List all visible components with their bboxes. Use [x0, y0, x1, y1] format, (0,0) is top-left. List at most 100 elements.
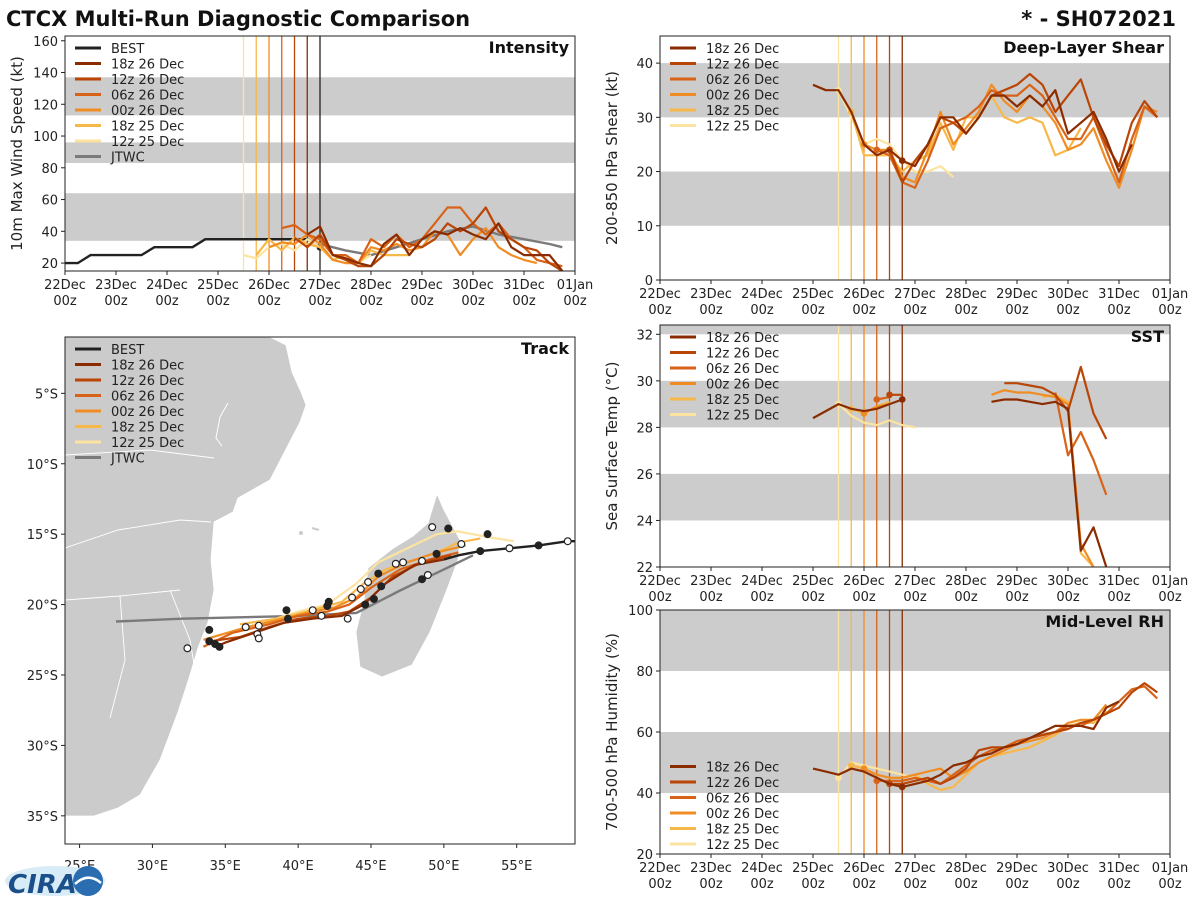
sst-xtick-day: 26Dec [843, 574, 885, 589]
cira-logo-text: CIRA [8, 870, 77, 900]
track-filled-dot [432, 549, 441, 558]
track-filled-dot [369, 594, 378, 603]
rh-legend-label: 18z 26 Dec [706, 761, 779, 776]
intensity-xtick-day: 01Jan [557, 278, 594, 293]
track-open-dot [391, 559, 400, 568]
sst-ytick-label: 32 [636, 328, 653, 343]
track-open-dot [254, 634, 263, 643]
sst-xtick-day: 30Dec [1047, 574, 1089, 589]
comoros-islands [299, 531, 303, 535]
track-legend-label: 12z 26 Dec [111, 374, 184, 389]
sst-xtick-day: 29Dec [996, 574, 1038, 589]
shear-title: Deep-Layer Shear [1003, 38, 1164, 57]
intensity-legend-label: BEST [111, 42, 144, 57]
track-ytick-label: 30°S [27, 739, 58, 754]
sst-ytick-label: 22 [636, 561, 653, 576]
track-open-dot [364, 578, 373, 587]
intensity-plot-area [65, 36, 575, 271]
track-open-dot [183, 644, 192, 653]
sst-legend-label: 12z 25 Dec [706, 409, 779, 424]
intensity-xtick-day: 24Dec [146, 278, 188, 293]
sst-band-1 [660, 380, 1170, 428]
rh-xtick-day: 23Dec [690, 861, 732, 876]
rh-run-dot-18z-25-dec [847, 762, 855, 769]
rh-legend-label: 12z 26 Dec [706, 776, 779, 791]
sst-legend-label: 00z 26 Dec [706, 378, 779, 393]
rh-legend-label: 12z 25 Dec [706, 838, 779, 853]
intensity-legend-label: 06z 26 Dec [111, 89, 184, 104]
cira-logo: CIRA [5, 866, 105, 900]
intensity-ytick-label: 120 [33, 98, 58, 113]
sst-xtick-hour: 00z [699, 590, 723, 605]
shear-xtick-day: 23Dec [690, 287, 732, 302]
sst-plot-area [660, 325, 1170, 567]
shear-xtick-hour: 00z [954, 303, 978, 318]
sst-legend-label: 18z 26 Dec [706, 331, 779, 346]
intensity-xtick-day: 25Dec [197, 278, 239, 293]
track-series-18z-26-dec [214, 558, 445, 648]
sst-legend-label: 06z 26 Dec [706, 362, 779, 377]
sst-title: SST [1131, 327, 1164, 346]
intensity-ytick-label: 20 [41, 257, 58, 272]
track-ytick-label: 20°S [27, 599, 58, 614]
shear-xtick-hour: 00z [750, 303, 774, 318]
rh-series-00z-26-dec [863, 703, 1108, 779]
rh-legend-label: 18z 25 Dec [706, 823, 779, 838]
rh-ytick-label: 20 [636, 848, 653, 863]
intensity-xtick-hour: 00z [155, 294, 179, 309]
track-filled-dot [282, 606, 291, 615]
rh-xtick-day: 28Dec [945, 861, 987, 876]
intensity-legend-label: 12z 25 Dec [111, 135, 184, 150]
shear-xtick-day: 22Dec [639, 287, 681, 302]
sst-xtick-hour: 00z [648, 590, 672, 605]
rh-xtick-hour: 00z [1158, 877, 1182, 892]
shear-series-18z-26-dec [812, 83, 1133, 173]
track-ytick-label: 10°S [27, 458, 58, 473]
rh-xtick-hour: 00z [648, 877, 672, 892]
rh-xtick-day: 24Dec [741, 861, 783, 876]
track-series-18z-25-dec [239, 537, 481, 626]
sst-xtick-hour: 00z [954, 590, 978, 605]
track-open-dot [423, 571, 432, 580]
intensity-xtick-day: 27Dec [299, 278, 341, 293]
sst-run-dot-12z-26-dec [886, 391, 893, 399]
intensity-xtick-day: 22Dec [44, 278, 86, 293]
intensity-ytick-label: 140 [33, 67, 58, 82]
sst-xtick-day: 28Dec [945, 574, 987, 589]
track-ytick-label: 5°S [35, 387, 58, 402]
rh-xtick-day: 27Dec [894, 861, 936, 876]
rh-xtick-day: 25Dec [792, 861, 834, 876]
intensity-xtick-day: 30Dec [452, 278, 494, 293]
sst-band-2 [660, 325, 1170, 335]
shear-xtick-hour: 00z [1158, 303, 1182, 318]
rh-run-dot-18z-26-dec [898, 783, 906, 791]
track-filled-dot [418, 575, 427, 584]
track-filled-dot [476, 547, 485, 556]
rh-band-1 [660, 610, 1170, 671]
track-open-dot [317, 611, 326, 620]
track-legend-label: 18z 26 Dec [111, 359, 184, 374]
shear-panel: 01020304022Dec00z23Dec00z24Dec00z25Dec00… [603, 35, 1188, 318]
track-map-area [65, 337, 575, 817]
sst-series-18z-26-dec [812, 398, 1108, 567]
track-xtick-label: 40°E [283, 859, 314, 874]
intensity-xtick-hour: 00z [410, 294, 434, 309]
intensity-title: Intensity [489, 38, 570, 57]
track-xtick-label: 45°E [355, 859, 386, 874]
track-filled-dot [534, 541, 543, 550]
track-legend-label: 18z 25 Dec [111, 421, 184, 436]
intensity-xtick-hour: 00z [257, 294, 281, 309]
track-filled-dot [215, 642, 224, 651]
track-filled-dot [444, 524, 453, 533]
sst-xtick-day: 27Dec [894, 574, 936, 589]
shear-xtick-day: 31Dec [1098, 287, 1140, 302]
rh-series-18z-26-dec [812, 700, 1120, 788]
shear-ytick-label: 20 [636, 166, 653, 181]
shear-xtick-hour: 00z [1005, 303, 1029, 318]
track-filled-dot [377, 582, 386, 591]
intensity-xtick-hour: 00z [53, 294, 77, 309]
track-open-dot [348, 593, 357, 602]
sst-xtick-hour: 00z [1107, 590, 1131, 605]
shear-legend-label: 18z 25 Dec [706, 104, 779, 119]
shear-plot-area [660, 36, 1170, 280]
